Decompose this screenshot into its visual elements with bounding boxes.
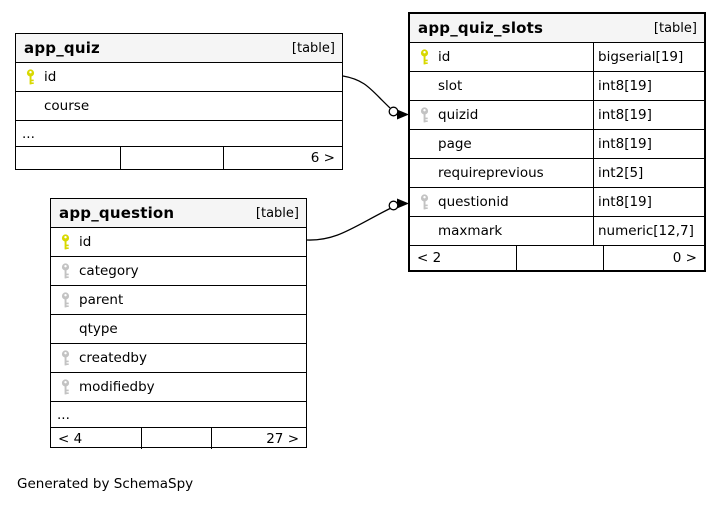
- column-name: slot: [438, 78, 463, 94]
- more-columns-row: ...: [16, 121, 342, 147]
- zero-or-one-marker: [388, 106, 399, 117]
- key-slot: [16, 69, 44, 85]
- footer-parents: < 4: [51, 428, 142, 449]
- more-columns-row: ...: [51, 402, 306, 428]
- table-footer: < 4 27 >: [51, 428, 306, 449]
- relationship-curve: [342, 75, 391, 109]
- footer-middle: [517, 246, 604, 270]
- foreign-key-icon: [420, 194, 429, 210]
- relationship-curve: [306, 207, 392, 241]
- table-footer: 6 >: [16, 147, 342, 169]
- column-type: numeric[12,7]: [593, 217, 704, 245]
- column-row-createdby: createdby: [51, 344, 306, 373]
- table-header[interactable]: app_quiz [table]: [16, 34, 342, 63]
- foreign-key-icon: [420, 107, 429, 123]
- key-slot: [51, 292, 79, 308]
- table-app-quiz-slots[interactable]: app_quiz_slots [table] id bigserial[19]: [408, 12, 706, 272]
- column-name: qtype: [79, 321, 118, 337]
- column-name: questionid: [438, 194, 509, 210]
- column-row-course: course: [16, 92, 342, 121]
- footer-parents: < 2: [410, 246, 517, 270]
- primary-key-icon: [420, 49, 429, 65]
- foreign-key-icon: [61, 379, 70, 395]
- key-slot: [51, 379, 79, 395]
- column-row-id: id: [51, 228, 306, 257]
- column-type: int8[19]: [593, 130, 704, 158]
- column-type: int2[5]: [593, 159, 704, 187]
- column-row-requireprevious: requireprevious int2[5]: [410, 159, 704, 188]
- key-slot: [410, 107, 438, 123]
- key-slot: [410, 194, 438, 210]
- column-name: id: [79, 234, 92, 250]
- column-row-id: id bigserial[19]: [410, 43, 704, 72]
- column-row-page: page int8[19]: [410, 130, 704, 159]
- footer-middle: [142, 428, 212, 449]
- table-type-badge: [table]: [291, 40, 335, 56]
- table-type-badge: [table]: [653, 20, 697, 36]
- column-name: id: [438, 49, 451, 65]
- column-name: category: [79, 263, 139, 279]
- foreign-key-icon: [61, 263, 70, 279]
- column-name: course: [44, 98, 90, 114]
- table-header[interactable]: app_quiz_slots [table]: [410, 14, 704, 43]
- generated-by-label: Generated by SchemaSpy: [17, 476, 194, 492]
- key-slot: [51, 234, 79, 250]
- column-row-quizid: quizid int8[19]: [410, 101, 704, 130]
- zero-or-one-marker: [388, 200, 399, 211]
- column-type: int8[19]: [593, 188, 704, 216]
- column-name: createdby: [79, 350, 147, 366]
- table-type-badge: [table]: [255, 205, 299, 221]
- column-row-modifiedby: modifiedby: [51, 373, 306, 402]
- column-name: page: [438, 136, 472, 152]
- column-name: maxmark: [438, 223, 503, 239]
- column-name: id: [44, 69, 57, 85]
- table-header[interactable]: app_question [table]: [51, 199, 306, 228]
- column-name: requireprevious: [438, 165, 544, 181]
- footer-middle: [121, 147, 224, 169]
- column-name: modifiedby: [79, 379, 155, 395]
- arrowhead-marker: [397, 198, 409, 209]
- column-row-qtype: qtype: [51, 315, 306, 344]
- column-row-parent: parent: [51, 286, 306, 315]
- table-title[interactable]: app_question: [59, 204, 175, 222]
- primary-key-icon: [26, 69, 35, 85]
- relationship-question-to-slots: [306, 198, 409, 241]
- footer-children: 27 >: [266, 430, 299, 447]
- column-name: parent: [79, 292, 124, 308]
- key-slot: [51, 350, 79, 366]
- arrowhead-marker: [397, 109, 409, 120]
- footer-parents: [16, 147, 121, 169]
- foreign-key-icon: [61, 292, 70, 308]
- column-name: quizid: [438, 107, 479, 123]
- column-row-category: category: [51, 257, 306, 286]
- table-footer: < 2 0 >: [410, 246, 704, 270]
- column-row-id: id: [16, 63, 342, 92]
- column-type: int8[19]: [593, 101, 704, 129]
- key-slot: [51, 263, 79, 279]
- primary-key-icon: [61, 234, 70, 250]
- footer-children: 0 >: [672, 250, 697, 266]
- column-type: bigserial[19]: [593, 43, 704, 71]
- table-title[interactable]: app_quiz_slots: [418, 19, 544, 37]
- table-app-question[interactable]: app_question [table] id: [50, 198, 307, 449]
- key-slot: [410, 49, 438, 65]
- foreign-key-icon: [61, 350, 70, 366]
- column-row-maxmark: maxmark numeric[12,7]: [410, 217, 704, 246]
- table-title[interactable]: app_quiz: [24, 39, 100, 57]
- column-row-slot: slot int8[19]: [410, 72, 704, 101]
- relationship-quiz-to-slots: [342, 75, 409, 120]
- column-type: int8[19]: [593, 72, 704, 100]
- footer-children: 6 >: [310, 150, 335, 166]
- table-app-quiz[interactable]: app_quiz [table] id cou: [15, 33, 343, 170]
- column-row-questionid: questionid int8[19]: [410, 188, 704, 217]
